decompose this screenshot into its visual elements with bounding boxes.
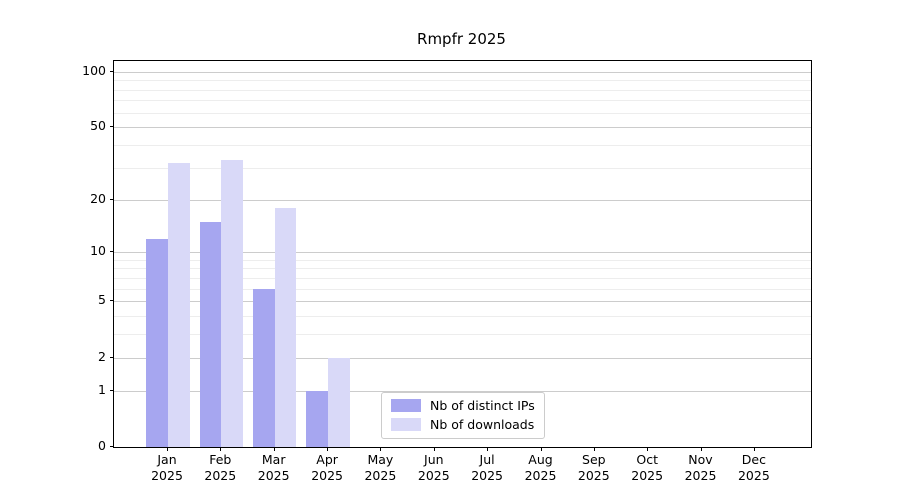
- y-tick-mark-0: [110, 446, 114, 447]
- y-tick-mark-20: [110, 198, 114, 200]
- x-tick-label-apr: Apr 2025: [311, 452, 343, 483]
- gridline-minor-6: [114, 288, 811, 290]
- x-tick-mark-aug: [540, 447, 542, 451]
- legend-label-downloads: Nb of downloads: [430, 417, 535, 432]
- legend-label-distinct-ips: Nb of distinct IPs: [430, 398, 535, 413]
- x-tick-label-oct: Oct 2025: [631, 452, 664, 483]
- gridline-major-1: [114, 390, 811, 392]
- gridline-minor-80: [114, 89, 811, 91]
- bar-ips-feb: [199, 221, 222, 447]
- x-tick-label-jan: Jan 2025: [151, 452, 183, 483]
- x-tick-mark-mar: [273, 447, 275, 451]
- x-tick-mark-may: [380, 447, 382, 451]
- bar-ips-mar: [253, 288, 275, 447]
- x-tick-mark-sep: [593, 447, 595, 451]
- y-tick-label-10: 10: [90, 243, 106, 259]
- gridline-major-20: [114, 199, 811, 201]
- x-tick-mark-oct: [647, 447, 649, 451]
- gridline-major-50: [114, 127, 811, 129]
- x-tick-label-jul: Jul 2025: [471, 452, 503, 483]
- legend-swatch-downloads: [391, 418, 421, 431]
- x-tick-label-nov: Nov 2025: [684, 452, 717, 483]
- legend: Nb of distinct IPs Nb of downloads: [381, 392, 545, 439]
- x-tick-mark-nov: [700, 447, 702, 451]
- x-tick-label-jun: Jun 2025: [417, 452, 450, 483]
- x-tick-label-may: May 2025: [364, 452, 397, 483]
- gridline-major-10: [114, 252, 811, 254]
- gridline-major-5: [114, 301, 811, 303]
- x-tick-mark-jul: [487, 447, 489, 451]
- gridline-major-2: [114, 357, 811, 359]
- legend-swatch-distinct-ips: [391, 399, 421, 412]
- gridline-minor-3: [114, 334, 811, 336]
- y-tick-label-2: 2: [98, 348, 106, 364]
- legend-item-downloads: Nb of downloads: [391, 417, 535, 432]
- legend-item-distinct-ips: Nb of distinct IPs: [391, 398, 535, 413]
- x-tick-label-dec: Dec 2025: [737, 452, 770, 483]
- gridline-minor-4: [114, 316, 811, 318]
- x-tick-mark-jan: [167, 447, 168, 451]
- y-tick-label-50: 50: [90, 118, 106, 134]
- bar-downloads-apr: [328, 357, 350, 447]
- gridline-major-100: [114, 71, 811, 73]
- plot-area: Nb of distinct IPs Nb of downloads: [113, 60, 812, 448]
- x-tick-mark-apr: [327, 447, 329, 451]
- x-tick-label-sep: Sep 2025: [577, 452, 610, 483]
- x-tick-label-mar: Mar 2025: [257, 452, 290, 483]
- y-tick-label-1: 1: [98, 381, 106, 397]
- x-tick-mark-dec: [753, 447, 755, 451]
- chart-title: Rmpfr 2025: [417, 30, 506, 48]
- bar-downloads-mar: [274, 207, 297, 447]
- gridline-minor-8: [114, 268, 811, 270]
- y-tick-label-100: 100: [82, 62, 106, 78]
- gridline-minor-40: [114, 145, 811, 147]
- gridline-minor-60: [114, 112, 811, 114]
- y-tick-mark-50: [110, 126, 114, 128]
- x-tick-label-feb: Feb 2025: [204, 452, 237, 483]
- y-tick-label-5: 5: [98, 292, 106, 308]
- gridline-minor-30: [114, 167, 811, 169]
- y-tick-label-20: 20: [90, 190, 106, 206]
- gridline-minor-7: [114, 277, 811, 279]
- x-tick-mark-jun: [433, 447, 435, 451]
- x-tick-label-aug: Aug 2025: [524, 452, 557, 483]
- y-tick-mark-1: [110, 389, 114, 391]
- gridline-minor-90: [114, 80, 811, 82]
- y-tick-mark-10: [110, 251, 114, 253]
- bar-ips-jan: [146, 238, 168, 447]
- y-tick-mark-100: [110, 70, 114, 72]
- bar-downloads-jan: [168, 162, 190, 447]
- y-tick-mark-5: [110, 300, 114, 302]
- bar-ips-apr: [306, 390, 329, 447]
- bar-downloads-feb: [221, 160, 243, 447]
- gridline-minor-9: [114, 259, 811, 261]
- x-tick-mark-feb: [220, 447, 222, 451]
- y-tick-mark-2: [110, 356, 114, 358]
- y-tick-label-0: 0: [98, 438, 106, 453]
- gridline-minor-70: [114, 100, 811, 102]
